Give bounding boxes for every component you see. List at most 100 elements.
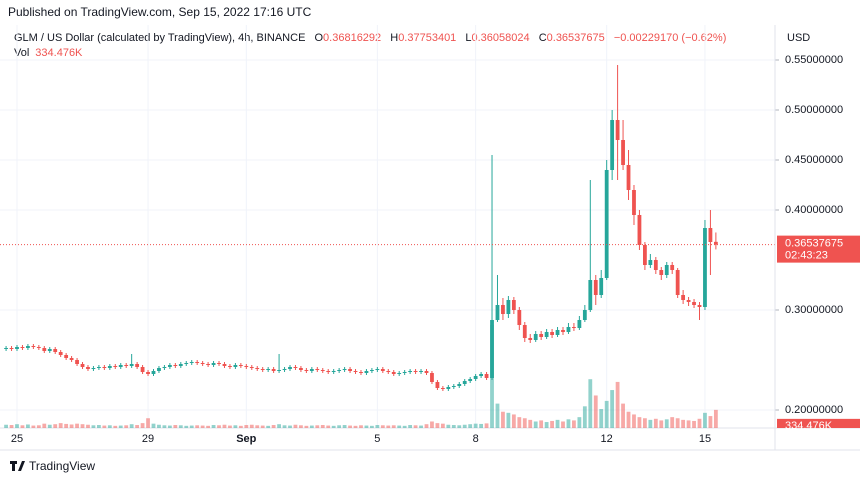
y-tick-label: 0.45000000 xyxy=(785,154,843,166)
candle-body xyxy=(9,348,14,349)
volume-bar xyxy=(348,425,352,428)
candle-body xyxy=(228,366,232,367)
volume-bar xyxy=(75,423,79,428)
candle-body xyxy=(42,348,47,351)
volume-bar xyxy=(97,425,101,428)
y-tick-label: 0.30000000 xyxy=(785,304,843,316)
volume-bar xyxy=(610,390,615,428)
volume-bar xyxy=(506,412,511,428)
volume-box xyxy=(777,418,860,428)
volume-bar xyxy=(157,424,161,428)
volume-bar xyxy=(271,425,276,428)
candle-body xyxy=(506,300,511,314)
candle-body xyxy=(413,371,418,372)
candle-body xyxy=(430,373,434,382)
candle-body xyxy=(26,346,30,348)
candle-body xyxy=(593,280,598,295)
candle-body xyxy=(626,165,631,190)
candle-body xyxy=(167,365,172,367)
legend-line: GLM / US Dollar (calculated by TradingVi… xyxy=(14,32,726,44)
candle-body xyxy=(659,270,664,275)
volume-bar xyxy=(331,425,336,428)
ohlc-value: 0.36537675 xyxy=(547,32,605,44)
volume-bar xyxy=(309,425,314,428)
currency: USD xyxy=(787,32,810,44)
volume-bar xyxy=(31,425,36,428)
candle-body xyxy=(97,367,101,368)
volume-bar xyxy=(473,423,478,428)
volume-bar xyxy=(233,425,238,428)
candle-body xyxy=(348,369,352,371)
vol-line: Vol 334.476K xyxy=(14,47,83,59)
volume-bar xyxy=(659,420,664,428)
volume-bar xyxy=(80,424,85,428)
ohlc-label: H xyxy=(390,32,398,44)
volume-bar xyxy=(621,403,625,428)
volume-bar xyxy=(4,424,8,428)
candle-body xyxy=(288,367,292,369)
volume-bar xyxy=(266,425,271,428)
volume-bar xyxy=(697,418,702,428)
candle-body xyxy=(402,372,407,373)
volume-bar xyxy=(643,418,647,428)
candle-body xyxy=(309,369,314,371)
volume-bar xyxy=(173,425,178,428)
volume-bar xyxy=(91,425,96,428)
candle-body xyxy=(424,371,429,373)
candle-body xyxy=(233,365,238,367)
volume-bar xyxy=(577,417,582,428)
candle-body xyxy=(4,348,8,349)
candle-body xyxy=(206,364,210,365)
candle-body xyxy=(621,140,625,165)
volume-bar xyxy=(53,424,58,428)
candle-body xyxy=(129,364,134,366)
candle-body xyxy=(157,368,161,371)
volume-bar xyxy=(167,425,172,428)
x-tick-label: 25 xyxy=(11,433,23,445)
candle-body xyxy=(380,369,385,371)
volume-bar xyxy=(113,425,118,428)
candle-body xyxy=(604,170,609,278)
candle-body xyxy=(653,260,658,270)
candle-body xyxy=(473,376,478,379)
volume-bar xyxy=(413,425,418,428)
candle-body xyxy=(91,368,96,369)
candle-body xyxy=(326,371,331,372)
volume-bar xyxy=(599,409,604,428)
volume-bar xyxy=(681,419,686,428)
volume-bar xyxy=(162,425,167,428)
ohlc-label: O xyxy=(314,32,323,44)
ohlc-value: 0.37753401 xyxy=(398,32,456,44)
volume-bar xyxy=(315,425,320,428)
candle-body xyxy=(320,370,325,371)
candle-body xyxy=(64,355,69,358)
candle-body xyxy=(200,363,205,364)
volume-bar xyxy=(446,424,451,428)
candle-body xyxy=(468,379,473,381)
candle-body xyxy=(692,302,696,305)
candle-body xyxy=(277,370,281,371)
candle-body xyxy=(599,278,604,295)
candle-body xyxy=(517,310,522,325)
candle-body xyxy=(566,327,571,332)
volume-bar xyxy=(42,423,47,428)
candle-body xyxy=(577,320,582,328)
volume-bar xyxy=(572,420,576,428)
volume-bar xyxy=(353,425,358,428)
volume-bar xyxy=(140,423,145,428)
candle-body xyxy=(539,334,544,337)
ohlc-value: 0.36058024 xyxy=(472,32,530,44)
candle-body xyxy=(80,364,85,367)
candle-body xyxy=(359,372,363,373)
candle-body xyxy=(648,260,653,265)
candle-body xyxy=(490,320,494,378)
volume-bar xyxy=(26,424,30,428)
candle-body xyxy=(15,347,19,349)
volume-bar xyxy=(561,421,565,428)
volume-bar xyxy=(670,417,675,428)
candle-body xyxy=(533,334,538,340)
volume-bar xyxy=(419,425,423,428)
volume-bar xyxy=(648,419,653,428)
candle-body xyxy=(440,388,445,389)
candle-body xyxy=(555,330,560,335)
